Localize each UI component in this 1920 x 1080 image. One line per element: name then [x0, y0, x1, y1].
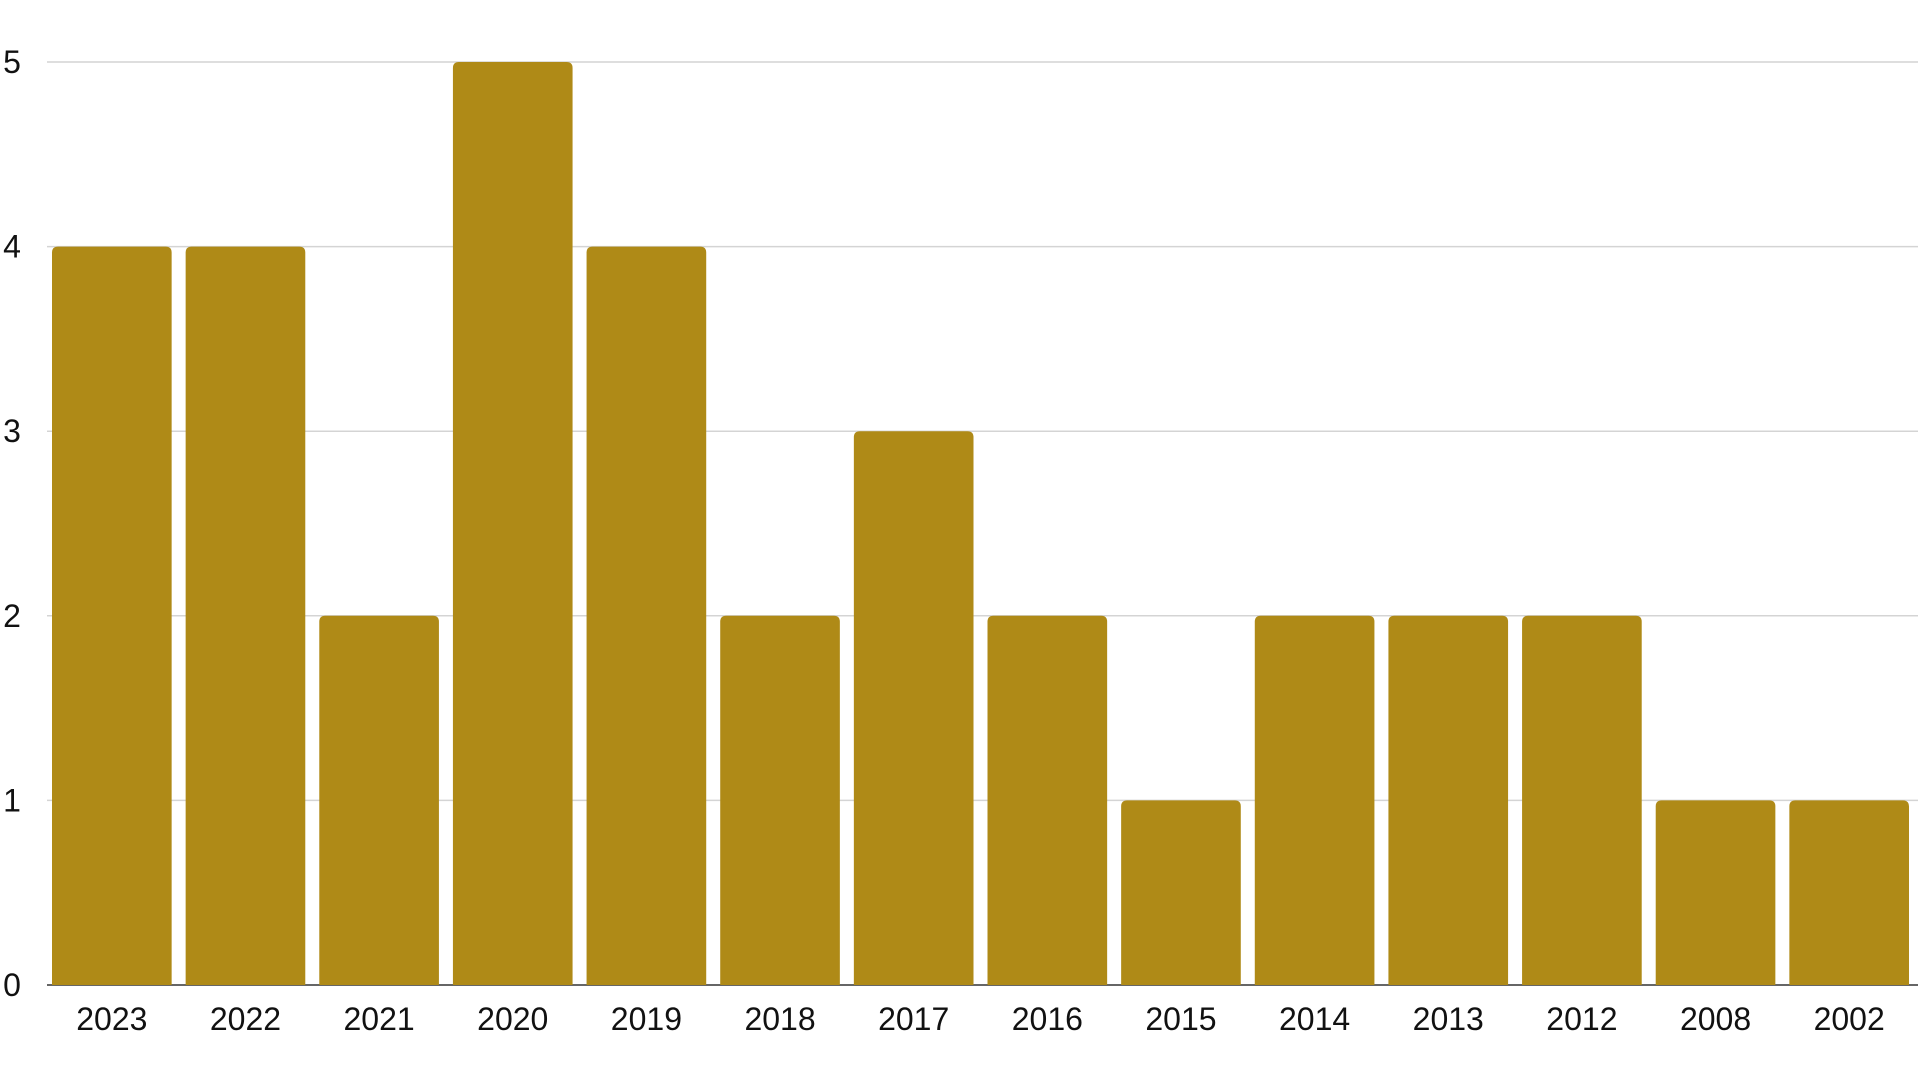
bar-2021 — [319, 615, 439, 985]
x-tick-label: 2015 — [1145, 1001, 1216, 1037]
x-tick-label: 2016 — [1012, 1001, 1083, 1037]
bar-2022 — [185, 246, 306, 986]
y-tick-label: 2 — [3, 598, 21, 634]
x-tick-label: 2012 — [1546, 1001, 1617, 1037]
y-axis-ticks: 0 1 2 3 4 5 — [3, 44, 21, 1003]
x-tick-label: 2023 — [76, 1001, 147, 1037]
bar-2016 — [987, 615, 1108, 985]
y-tick-label: 5 — [3, 44, 21, 80]
bar-2015 — [1121, 800, 1241, 985]
bars — [52, 62, 1909, 986]
x-tick-label: 2020 — [477, 1001, 548, 1037]
bar-2013 — [1388, 615, 1509, 985]
bar-2019 — [586, 246, 707, 986]
bar-2008 — [1655, 800, 1776, 985]
x-tick-label: 2021 — [344, 1001, 415, 1037]
y-tick-label: 4 — [3, 229, 21, 265]
bar-2020 — [452, 62, 573, 985]
x-tick-label: 2008 — [1680, 1001, 1751, 1037]
x-tick-label: 2002 — [1814, 1001, 1885, 1037]
x-tick-label: 2018 — [744, 1001, 815, 1037]
x-tick-label: 2019 — [611, 1001, 682, 1037]
bar-2014 — [1254, 615, 1375, 985]
bar-2018 — [720, 615, 840, 985]
y-tick-label: 0 — [3, 967, 21, 1003]
y-tick-label: 1 — [3, 782, 21, 818]
bar-2012 — [1522, 615, 1642, 985]
x-tick-label: 2022 — [210, 1001, 281, 1037]
bar-2017 — [853, 431, 974, 985]
bar-2023 — [52, 246, 172, 986]
x-tick-label: 2014 — [1279, 1001, 1350, 1037]
y-tick-label: 3 — [3, 413, 21, 449]
x-axis-ticks: 2023 2022 2021 2020 2019 2018 2017 2016 2015 2014… — [76, 1001, 1885, 1037]
bar-2002 — [1789, 800, 1909, 985]
x-tick-label: 2017 — [878, 1001, 949, 1037]
x-tick-label: 2013 — [1413, 1001, 1484, 1037]
